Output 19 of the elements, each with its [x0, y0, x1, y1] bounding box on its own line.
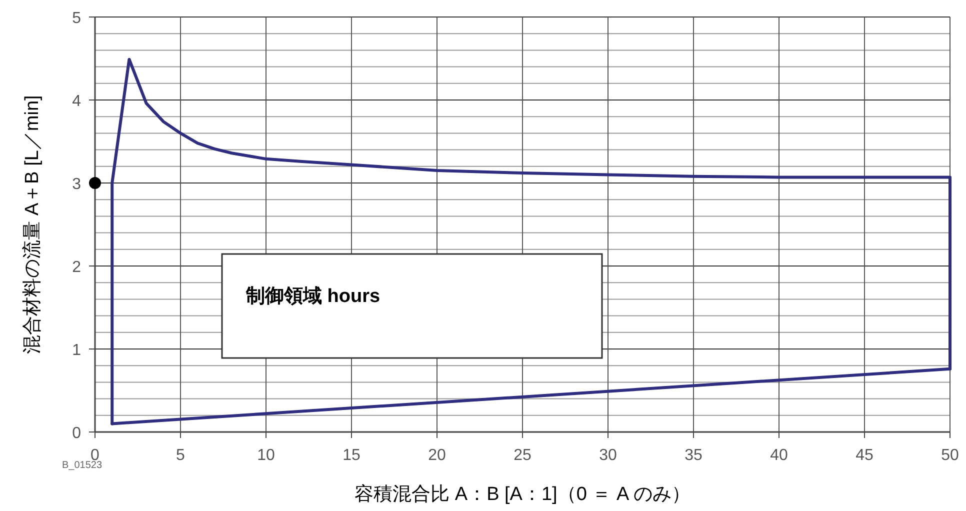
y-tick-label: 0 [72, 425, 82, 442]
x-axis-title: 容積混合比 A：B [A：1]（0 ＝ A のみ） [354, 483, 690, 505]
y-tick-label: 4 [72, 93, 82, 110]
x-tick-label: 10 [257, 447, 275, 464]
x-tick-label: 25 [514, 447, 532, 464]
x-tick-label: 45 [856, 447, 874, 464]
annotation: 制御領域 hours [245, 286, 380, 307]
x-tick-label: 5 [176, 447, 186, 464]
y-tick-label: 3 [72, 176, 82, 193]
x-tick-label: 20 [428, 447, 446, 464]
x-tick-label: 30 [599, 447, 617, 464]
y-tick-label: 2 [72, 259, 82, 276]
y-tick-label: 5 [72, 10, 82, 27]
x-tick-label: 35 [684, 447, 702, 464]
y-tick-label: 1 [72, 342, 82, 359]
x-tick-label: 40 [770, 447, 788, 464]
y-axis-title: 混合材料の流量 A＋B [L／min] [21, 95, 43, 354]
x-tick-label: 50 [941, 447, 959, 464]
x-tick-label: 15 [342, 447, 360, 464]
